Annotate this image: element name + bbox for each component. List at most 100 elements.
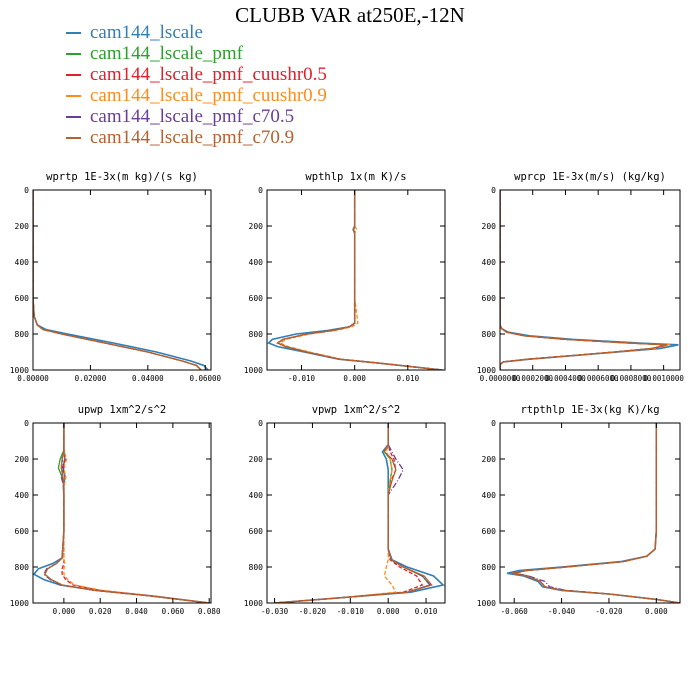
x-tick-label: 0.000 — [343, 374, 366, 383]
series-line-cam144_lscale_pmf_cuushr0.9 — [500, 190, 671, 370]
y-tick-label: 400 — [249, 491, 264, 500]
plot-frame — [266, 189, 446, 371]
panel-title: vpwp 1xm^2/s^2 — [312, 404, 401, 416]
legend-label: cam144_lscale — [90, 22, 203, 43]
y-tick-label: 600 — [249, 294, 264, 303]
series-line-cam144_lscale_pmf — [276, 190, 443, 370]
y-tick-label: 1000 — [10, 599, 29, 608]
panel-4: upwp 1xm^2/s^2 0 200 400 600 800 1000 0.000 0.02… — [10, 404, 221, 616]
y-tick-label: 200 — [249, 222, 264, 231]
series-line-cam144_lscale_pmf_cuushr0.9 — [514, 423, 680, 603]
series-line-cam144_lscale_pmf_cuushr0.9 — [274, 423, 397, 603]
y-tick-label: 800 — [249, 563, 264, 572]
y-tick-label: 0 — [24, 419, 29, 428]
series-group — [33, 423, 210, 603]
y-tick-label: 600 — [15, 294, 30, 303]
y-tick-label: 0 — [491, 419, 496, 428]
legend-swatch — [66, 95, 81, 97]
y-tick-label: 400 — [15, 258, 30, 267]
series-line-cam144_lscale_pmf_cuushr0.5 — [276, 190, 443, 370]
panel-title: upwp 1xm^2/s^2 — [78, 404, 167, 416]
y-tick-label: 400 — [482, 491, 497, 500]
y-tick-label: 0 — [24, 186, 29, 195]
panel-3: wprcp 1E-3x(m/s) (kg/kg) 0 200 400 600 800 100… — [477, 171, 685, 383]
series-line-cam144_lscale_pmf_c70.5 — [274, 423, 432, 603]
x-tick-label: 0.000 — [645, 607, 668, 616]
x-tick-label: -0.020 — [595, 607, 623, 616]
y-tick-label: 200 — [482, 222, 497, 231]
x-tick-label: 0.060 — [162, 607, 185, 616]
panel-1: wprtp 1E-3x(m kg)/(s kg) 0 200 400 600 800 100… — [10, 171, 222, 383]
x-tick-label: -0.010 — [337, 607, 365, 616]
y-tick-label: 1000 — [244, 366, 263, 375]
y-tick-label: 1000 — [477, 599, 496, 608]
y-tick-label: 800 — [482, 563, 497, 572]
y-tick-label: 800 — [482, 330, 497, 339]
y-tick-label: 400 — [15, 491, 30, 500]
x-tick-label: 0.02000 — [75, 374, 107, 383]
series-line-cam144_lscale — [267, 190, 443, 370]
y-tick-label: 0 — [491, 186, 496, 195]
y-tick-label: 600 — [15, 527, 30, 536]
legend-label: cam144_lscale_pmf_c70.9 — [90, 127, 295, 148]
x-tick-label: 0.010 — [397, 374, 420, 383]
x-tick-label: 0.0004000 — [545, 374, 586, 383]
y-tick-label: 0 — [258, 419, 263, 428]
legend-swatch — [66, 32, 81, 34]
y-tick-label: 200 — [15, 455, 30, 464]
y-tick-label: 0 — [258, 186, 263, 195]
plot-frame — [32, 189, 212, 371]
panel-6: rtpthlp 1E-3x(kg K)/kg02004006008001000-… — [477, 404, 681, 616]
series-line-cam144_lscale — [33, 190, 209, 370]
x-tick-label: 0.0010000 — [643, 374, 684, 383]
series-line-cam144_lscale_pmf_c70.9 — [500, 190, 668, 370]
series-group — [33, 190, 209, 370]
panel-title: wprcp 1E-3x(m/s) (kg/kg) — [514, 171, 666, 183]
series-line-cam144_lscale — [506, 423, 680, 603]
series-line-cam144_lscale_pmf_c70.9 — [33, 190, 202, 370]
series-line-cam144_lscale — [274, 423, 445, 603]
series-line-cam144_lscale_pmf — [274, 423, 432, 603]
series-line-cam144_lscale — [500, 190, 679, 370]
x-tick-label: -0.010 — [288, 374, 316, 383]
series-line-cam144_lscale_pmf_c70.9 — [276, 190, 443, 370]
x-tick-label: 0.020 — [89, 607, 112, 616]
series-line-cam144_lscale_pmf_cuushr0.9 — [63, 423, 210, 603]
series-line-cam144_lscale_pmf_cuushr0.5 — [274, 423, 424, 603]
x-tick-label: 0.00000 — [17, 374, 49, 383]
legend-label: cam144_lscale_pmf — [90, 43, 244, 64]
series-line-cam144_lscale_pmf_cuushr0.9 — [278, 190, 443, 370]
legend-swatch — [66, 137, 81, 139]
y-tick-label: 1000 — [10, 366, 29, 375]
main-title: CLUBB VAR at250E,-12N — [235, 3, 465, 27]
series-line-cam144_lscale — [33, 423, 210, 603]
y-tick-label: 200 — [482, 455, 497, 464]
x-tick-label: 0.0000000 — [480, 374, 521, 383]
y-tick-label: 600 — [249, 527, 264, 536]
plot-frame — [499, 422, 681, 604]
panel-title: wpthlp 1x(m K)/s — [305, 171, 406, 183]
series-group — [274, 423, 445, 603]
y-tick-label: 200 — [15, 222, 30, 231]
x-tick-label: 0.0006000 — [578, 374, 619, 383]
x-tick-label: 0.06000 — [189, 374, 221, 383]
y-tick-label: 600 — [482, 527, 497, 536]
x-tick-label: -0.060 — [501, 607, 529, 616]
x-tick-label: 0.010 — [415, 607, 438, 616]
panel-title: rtpthlp 1E-3x(kg K)/kg — [520, 404, 659, 416]
panel-2: wpthlp 1x(m K)/s 0 200 400 600 800 1000 -0.010 0… — [244, 171, 446, 383]
x-tick-label: 0.04000 — [132, 374, 164, 383]
series-line-cam144_lscale_pmf_c70.9 — [43, 423, 210, 603]
plot-frame — [32, 422, 212, 604]
series-line-cam144_lscale_pmf_c70.5 — [43, 423, 210, 603]
series-line-cam144_lscale_pmf — [514, 423, 680, 603]
y-tick-label: 400 — [482, 258, 497, 267]
series-line-cam144_lscale_pmf_c70.5 — [514, 423, 680, 603]
x-tick-label: -0.030 — [261, 607, 289, 616]
y-tick-label: 800 — [15, 563, 30, 572]
legend-label: cam144_lscale_pmf_c70.5 — [90, 106, 295, 127]
x-tick-label: 0.000 — [53, 607, 76, 616]
series-group — [267, 190, 443, 370]
x-tick-label: -0.040 — [548, 607, 576, 616]
